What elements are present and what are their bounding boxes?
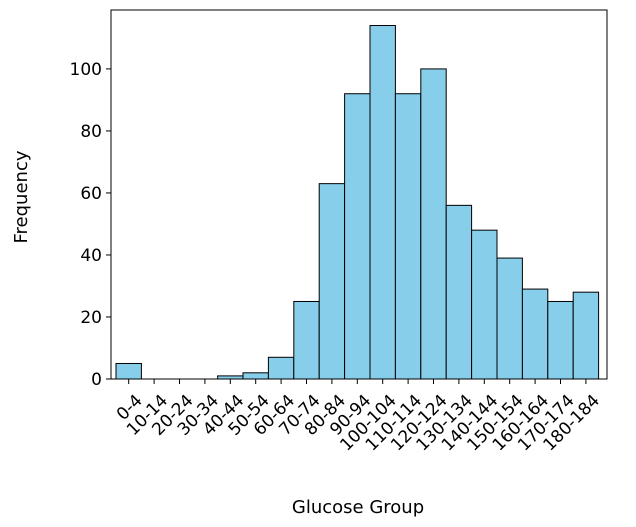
y-tick-label: 80 xyxy=(80,122,102,142)
bar-80-84 xyxy=(318,183,346,380)
y-tick-label: 20 xyxy=(80,308,102,328)
bar-160-164 xyxy=(521,288,549,380)
y-axis: 0 20 40 60 80 100 xyxy=(70,60,111,390)
y-tick-label: 0 xyxy=(91,370,102,390)
y-tick-label: 40 xyxy=(80,246,102,266)
bar-140-144 xyxy=(471,229,498,380)
plot-frame xyxy=(110,9,608,380)
x-axis-title: Glucose Group xyxy=(292,497,424,518)
bars-group xyxy=(115,25,600,380)
y-tick-label: 60 xyxy=(80,184,102,204)
bar-150-154 xyxy=(496,257,523,380)
bar-70-74 xyxy=(293,300,320,380)
y-axis-title: Frequency xyxy=(11,150,32,243)
bar-90-94 xyxy=(344,93,371,380)
bar-130-134 xyxy=(445,204,473,380)
x-axis: 0-410-1420-2430-3440-4450-5460-6470-7480… xyxy=(113,379,604,455)
bar-60-64 xyxy=(267,356,295,380)
bar-120-124 xyxy=(420,68,447,380)
bar-170-174 xyxy=(547,300,574,380)
bar-110-114 xyxy=(394,93,422,380)
bar-180-184 xyxy=(572,291,600,380)
bar-100-104 xyxy=(369,25,396,380)
y-tick-label: 100 xyxy=(70,60,102,80)
bar-0-4 xyxy=(115,362,142,380)
bar-50-54 xyxy=(242,372,269,380)
